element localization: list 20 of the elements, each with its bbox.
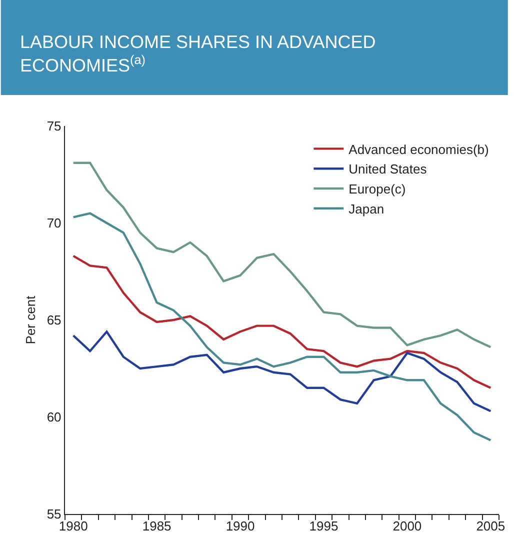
x-tick-label: 1980 — [58, 518, 88, 534]
line-series — [72, 162, 492, 348]
x-tick-label: 2005 — [476, 518, 506, 534]
y-tick-label: 60 — [46, 410, 62, 425]
y-tick-label: 65 — [46, 312, 62, 328]
legend-label: United States — [348, 162, 428, 177]
legend-label: Advanced economies(b) — [348, 142, 489, 157]
y-tick-label: 75 — [46, 118, 62, 134]
y-tick-label: 55 — [46, 506, 62, 522]
line-series — [72, 330, 492, 412]
y-tick-label: 70 — [46, 216, 62, 231]
chart-title: LABOUR INCOME SHARES IN ADVANCED ECONOMIES$^{(a)}$ — [20, 32, 376, 76]
legend-label: Europe(c) — [348, 182, 406, 197]
x-tick-label: 1985 — [142, 518, 172, 534]
y-axis-title: Per cent — [22, 295, 38, 344]
legend-label: Japan — [348, 201, 384, 216]
x-tick-label: 1990 — [226, 518, 255, 534]
line-series — [72, 254, 492, 389]
x-tick-label: 1995 — [309, 518, 338, 534]
x-tick-label: 2000 — [392, 518, 422, 534]
